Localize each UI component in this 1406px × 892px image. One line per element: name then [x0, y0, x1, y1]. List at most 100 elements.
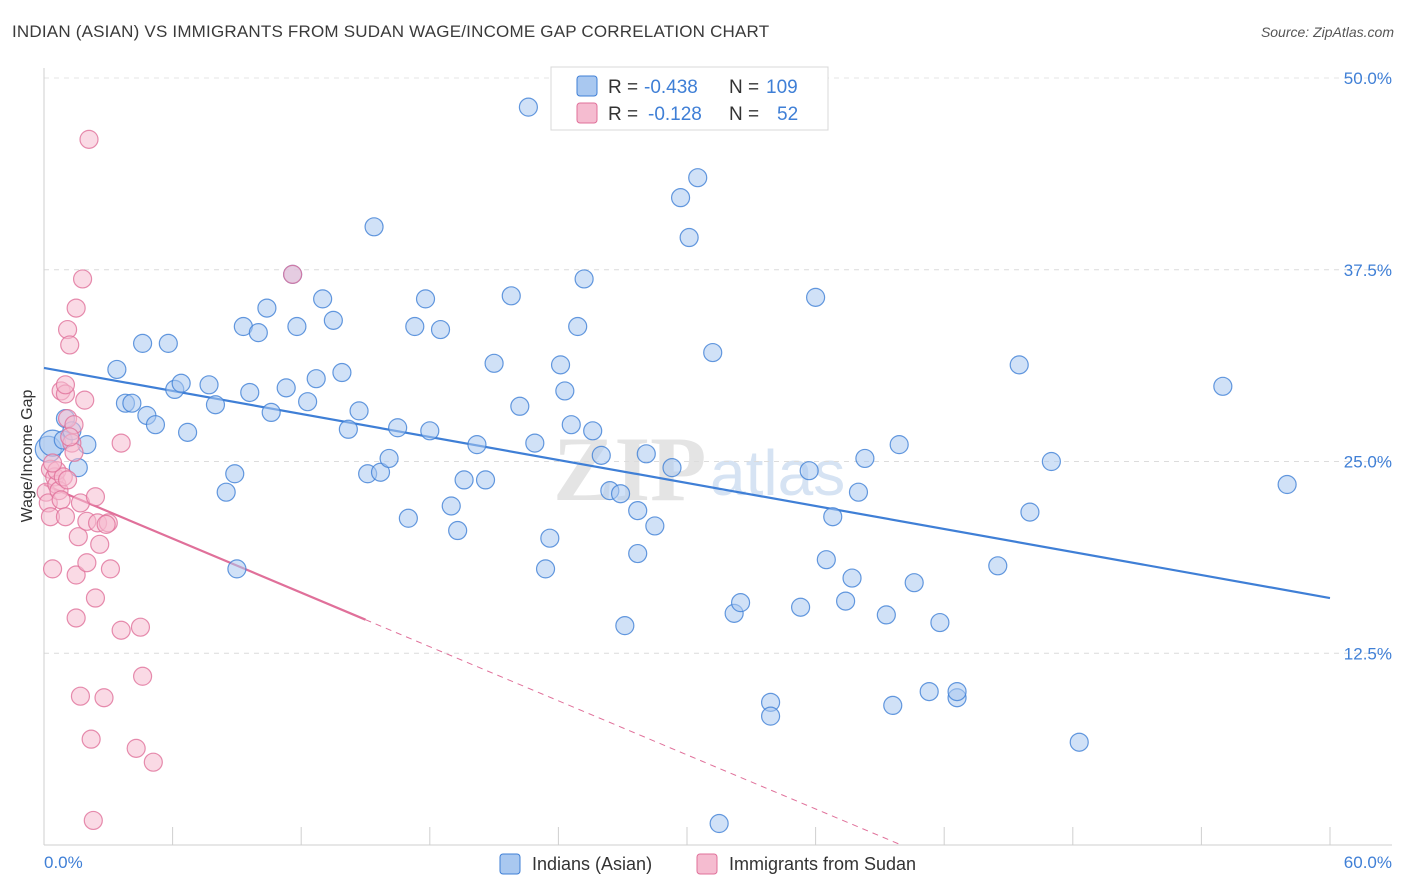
sudan-point [66, 608, 86, 628]
indians-point [276, 378, 296, 398]
indians-point [122, 393, 142, 413]
indians-point [216, 482, 236, 502]
indians-point [205, 395, 226, 415]
sudan-trend-line [43, 483, 366, 621]
sudan-point [55, 375, 76, 395]
sudan-point [130, 617, 151, 637]
indians-point [475, 470, 496, 490]
indians-point [628, 543, 648, 564]
legend-n-label-2: N = [729, 104, 759, 125]
indians-point [574, 269, 594, 289]
sudan-point [51, 490, 71, 510]
indians-point [405, 316, 425, 337]
indians-point [550, 355, 571, 375]
indians-point [306, 369, 326, 389]
indians-point [430, 319, 451, 340]
indians-point [848, 482, 869, 502]
x-tick-label-max: 60.0% [1344, 853, 1392, 872]
indians-point [790, 597, 811, 617]
indians-point [398, 508, 418, 528]
indians-point [1069, 732, 1089, 752]
indians-point [420, 421, 440, 441]
indians-point [132, 333, 153, 353]
indians-point [816, 550, 836, 570]
indians-point [883, 695, 903, 716]
sudan-point [132, 666, 153, 686]
sudan-point [81, 729, 101, 749]
indians-point [855, 448, 875, 469]
sudan-trend-extension [365, 619, 902, 846]
sudan-point [70, 686, 91, 706]
legend-swatch-sudan [576, 102, 598, 124]
indians-point [662, 458, 682, 478]
indians-point [518, 97, 538, 117]
sudan-point [100, 559, 121, 579]
indians-point [583, 421, 603, 441]
indians-point [876, 605, 896, 625]
indians-point [257, 298, 277, 318]
sudan-point [60, 335, 80, 355]
indians-point [535, 559, 556, 579]
indians-point [930, 612, 950, 633]
indians-point [670, 188, 691, 208]
indians-point [332, 362, 352, 383]
indians-point [227, 559, 247, 579]
sudan-point [111, 433, 131, 453]
series-legend: Indians (Asian) Immigrants from Sudan [499, 853, 916, 875]
indians-point [454, 470, 474, 490]
watermark-zip: ZIP [553, 418, 706, 520]
indians-point [889, 435, 909, 455]
indians-point [1009, 355, 1029, 375]
sudan-point [57, 470, 78, 490]
indians-point [178, 422, 198, 442]
y-tick-label: 50.0% [1344, 69, 1392, 88]
indians-point [510, 396, 530, 416]
sudan-point [79, 129, 99, 149]
indians-point [313, 289, 333, 309]
indians-point [540, 528, 560, 548]
indians-trend-line [43, 366, 1331, 600]
sudan-point [72, 269, 93, 289]
sudan-point [66, 298, 86, 318]
indians-point [388, 418, 408, 438]
indians-point [1213, 376, 1233, 396]
indians-point [645, 516, 665, 536]
indians-point [591, 445, 611, 465]
sudan-point [85, 588, 106, 608]
sudan-point [42, 559, 63, 579]
sudan-point [85, 487, 106, 507]
sudan-point [94, 688, 114, 708]
indians-point [561, 415, 581, 435]
indians-point [298, 392, 318, 412]
y-axis-title: Wage/Income Gap [19, 390, 36, 523]
indians-point [805, 287, 826, 307]
sudan-point [77, 553, 97, 573]
sudan-point [90, 534, 110, 554]
indians-point [338, 419, 358, 439]
indians-point [171, 373, 191, 393]
series-legend-label-sudan: Immigrants from Sudan [729, 854, 916, 874]
indians-point [145, 415, 166, 435]
indians-point [555, 381, 575, 401]
indians-point [1020, 502, 1040, 522]
legend-n-label-1: N = [729, 77, 759, 98]
legend-r-value-2: -0.128 [648, 104, 702, 125]
sudan-point [75, 390, 95, 410]
indians-point [842, 568, 862, 588]
sudan-point [66, 565, 86, 585]
sudan-point [96, 514, 116, 534]
indians-point [836, 591, 856, 611]
sudan-point [60, 427, 80, 447]
indians-point [988, 556, 1008, 576]
indians-point [679, 227, 699, 248]
sudan-point [83, 810, 103, 831]
indians-point [379, 448, 399, 469]
legend-r-value-1: -0.438 [644, 77, 698, 98]
indians-point [484, 353, 504, 373]
indians-point [323, 310, 343, 330]
indians-point [441, 496, 461, 516]
indians-point [709, 813, 729, 834]
sudan-point [42, 453, 63, 473]
indians-point [904, 573, 924, 593]
